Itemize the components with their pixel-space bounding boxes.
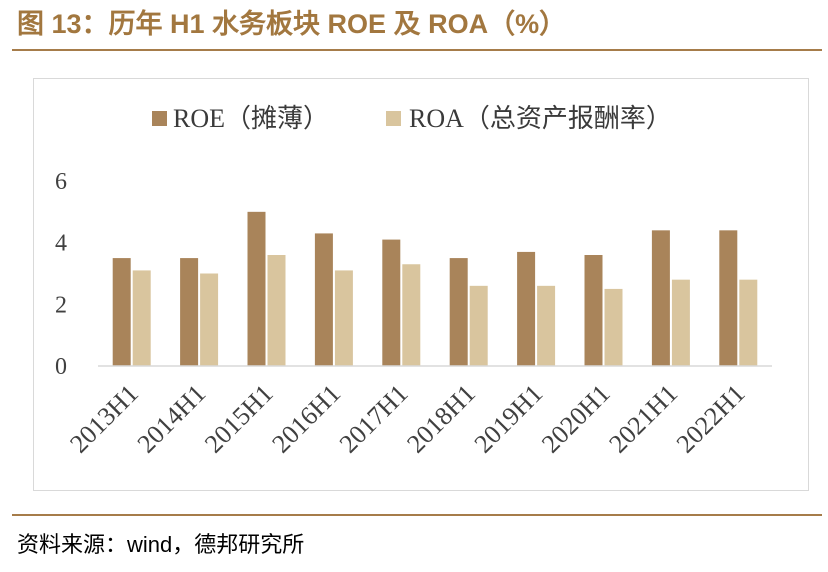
plot-area: 0 2 4 6 2013H12014H12015H12016H12017H12018H1… (55, 169, 758, 459)
y-tick-label: 4 (55, 231, 67, 257)
bar-chart: ROE（摊薄） ROA（总资产报酬率） 0 2 4 6 2013H12014H12015… (55, 104, 772, 459)
y-tick-label: 6 (55, 169, 67, 195)
roa-bar-2021H1 (671, 279, 690, 366)
roa-bar-2014H1 (200, 273, 219, 366)
x-tick-label: 2016H1 (266, 379, 346, 459)
source-divider (12, 514, 822, 516)
x-tick-label: 2019H1 (469, 379, 549, 459)
y-tick-label: 2 (55, 292, 67, 318)
legend-swatch-roe (152, 111, 167, 126)
roa-bar-2022H1 (739, 279, 758, 366)
roa-bar-2018H1 (469, 285, 488, 366)
roe-bar-2016H1 (314, 233, 333, 366)
roe-bar-2020H1 (584, 255, 603, 366)
roa-bar-2017H1 (402, 264, 421, 366)
title-divider (12, 49, 822, 51)
legend-label-roe: ROE（摊薄） (173, 104, 329, 133)
figure-title: 图 13：历年 H1 水务板块 ROE 及 ROA（%） (17, 9, 567, 39)
roe-bar-2013H1 (112, 258, 131, 366)
x-tick-label: 2018H1 (401, 379, 481, 459)
chart-container: ROE（摊薄） ROA（总资产报酬率） 0 2 4 6 2013H1 2014H1 2015… (33, 78, 809, 491)
roe-bar-2022H1 (719, 230, 738, 366)
roe-bar-2015H1 (247, 211, 266, 366)
x-tick-label: 2020H1 (536, 379, 616, 459)
roe-bar-2018H1 (449, 258, 468, 366)
x-tick-label: 2015H1 (199, 379, 279, 459)
roa-bar-2020H1 (604, 288, 623, 366)
legend-label-roa: ROA（总资产报酬率） (409, 104, 672, 133)
roa-bar-2013H1 (132, 270, 151, 366)
source-note: 资料来源：wind，德邦研究所 (17, 532, 305, 557)
x-tick-label: 2017H1 (334, 379, 414, 459)
legend-swatch-roa (386, 111, 401, 126)
y-tick-label: 0 (55, 354, 67, 380)
x-tick-label: 2014H1 (132, 379, 212, 459)
roa-bar-2019H1 (537, 285, 556, 366)
x-tick-label: 2013H1 (64, 379, 144, 459)
x-tick-label: 2021H1 (603, 379, 683, 459)
roe-bar-2019H1 (517, 251, 536, 366)
roe-bar-2014H1 (180, 258, 199, 366)
roe-bar-2021H1 (651, 230, 670, 366)
roa-bar-2016H1 (334, 270, 353, 366)
x-tick-label: 2022H1 (671, 379, 751, 459)
roe-bar-2017H1 (382, 239, 401, 366)
legend: ROE（摊薄） ROA（总资产报酬率） (152, 104, 672, 133)
roa-bar-2015H1 (267, 255, 286, 366)
